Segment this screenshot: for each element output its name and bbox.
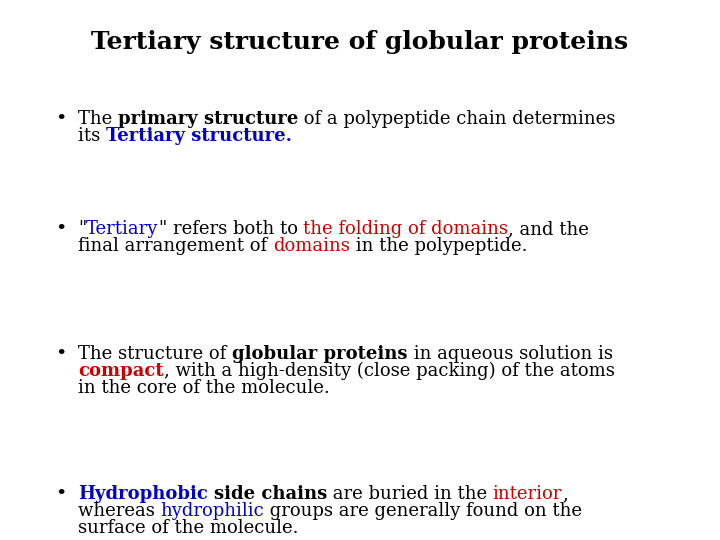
Text: groups are generally found on the: groups are generally found on the <box>264 502 582 520</box>
Text: the folding of domains: the folding of domains <box>303 220 508 238</box>
Text: are buried in the: are buried in the <box>327 485 492 503</box>
Text: surface of the molecule.: surface of the molecule. <box>78 519 299 537</box>
Text: •: • <box>55 110 66 128</box>
Text: Hydrophobic: Hydrophobic <box>78 485 208 503</box>
Text: interior: interior <box>492 485 562 503</box>
Text: , and the: , and the <box>508 220 589 238</box>
Text: •: • <box>55 220 66 238</box>
Text: , with a high-density (close packing) of the atoms: , with a high-density (close packing) of… <box>163 362 614 380</box>
Text: its: its <box>78 127 106 145</box>
Text: in the core of the molecule.: in the core of the molecule. <box>78 379 330 397</box>
Text: side chains: side chains <box>214 485 327 503</box>
Text: hydrophilic: hydrophilic <box>161 502 264 520</box>
Text: " refers both to: " refers both to <box>158 220 303 238</box>
Text: whereas: whereas <box>78 502 161 520</box>
Text: compact: compact <box>78 362 163 380</box>
Text: Tertiary structure of globular proteins: Tertiary structure of globular proteins <box>91 30 629 54</box>
Text: The structure of: The structure of <box>78 345 232 363</box>
Text: •: • <box>55 345 66 363</box>
Text: The: The <box>78 110 118 128</box>
Text: ": " <box>78 220 86 238</box>
Text: •: • <box>55 485 66 503</box>
Text: Tertiary structure.: Tertiary structure. <box>106 127 292 145</box>
Text: domains: domains <box>273 237 350 255</box>
Text: in the polypeptide.: in the polypeptide. <box>350 237 527 255</box>
Text: ,: , <box>562 485 568 503</box>
Text: final arrangement of: final arrangement of <box>78 237 273 255</box>
Text: globular proteins: globular proteins <box>232 345 408 363</box>
Text: in aqueous solution is: in aqueous solution is <box>408 345 613 363</box>
Text: Tertiary: Tertiary <box>86 220 158 238</box>
Text: of a polypeptide chain determines: of a polypeptide chain determines <box>298 110 616 128</box>
Text: primary structure: primary structure <box>118 110 298 128</box>
